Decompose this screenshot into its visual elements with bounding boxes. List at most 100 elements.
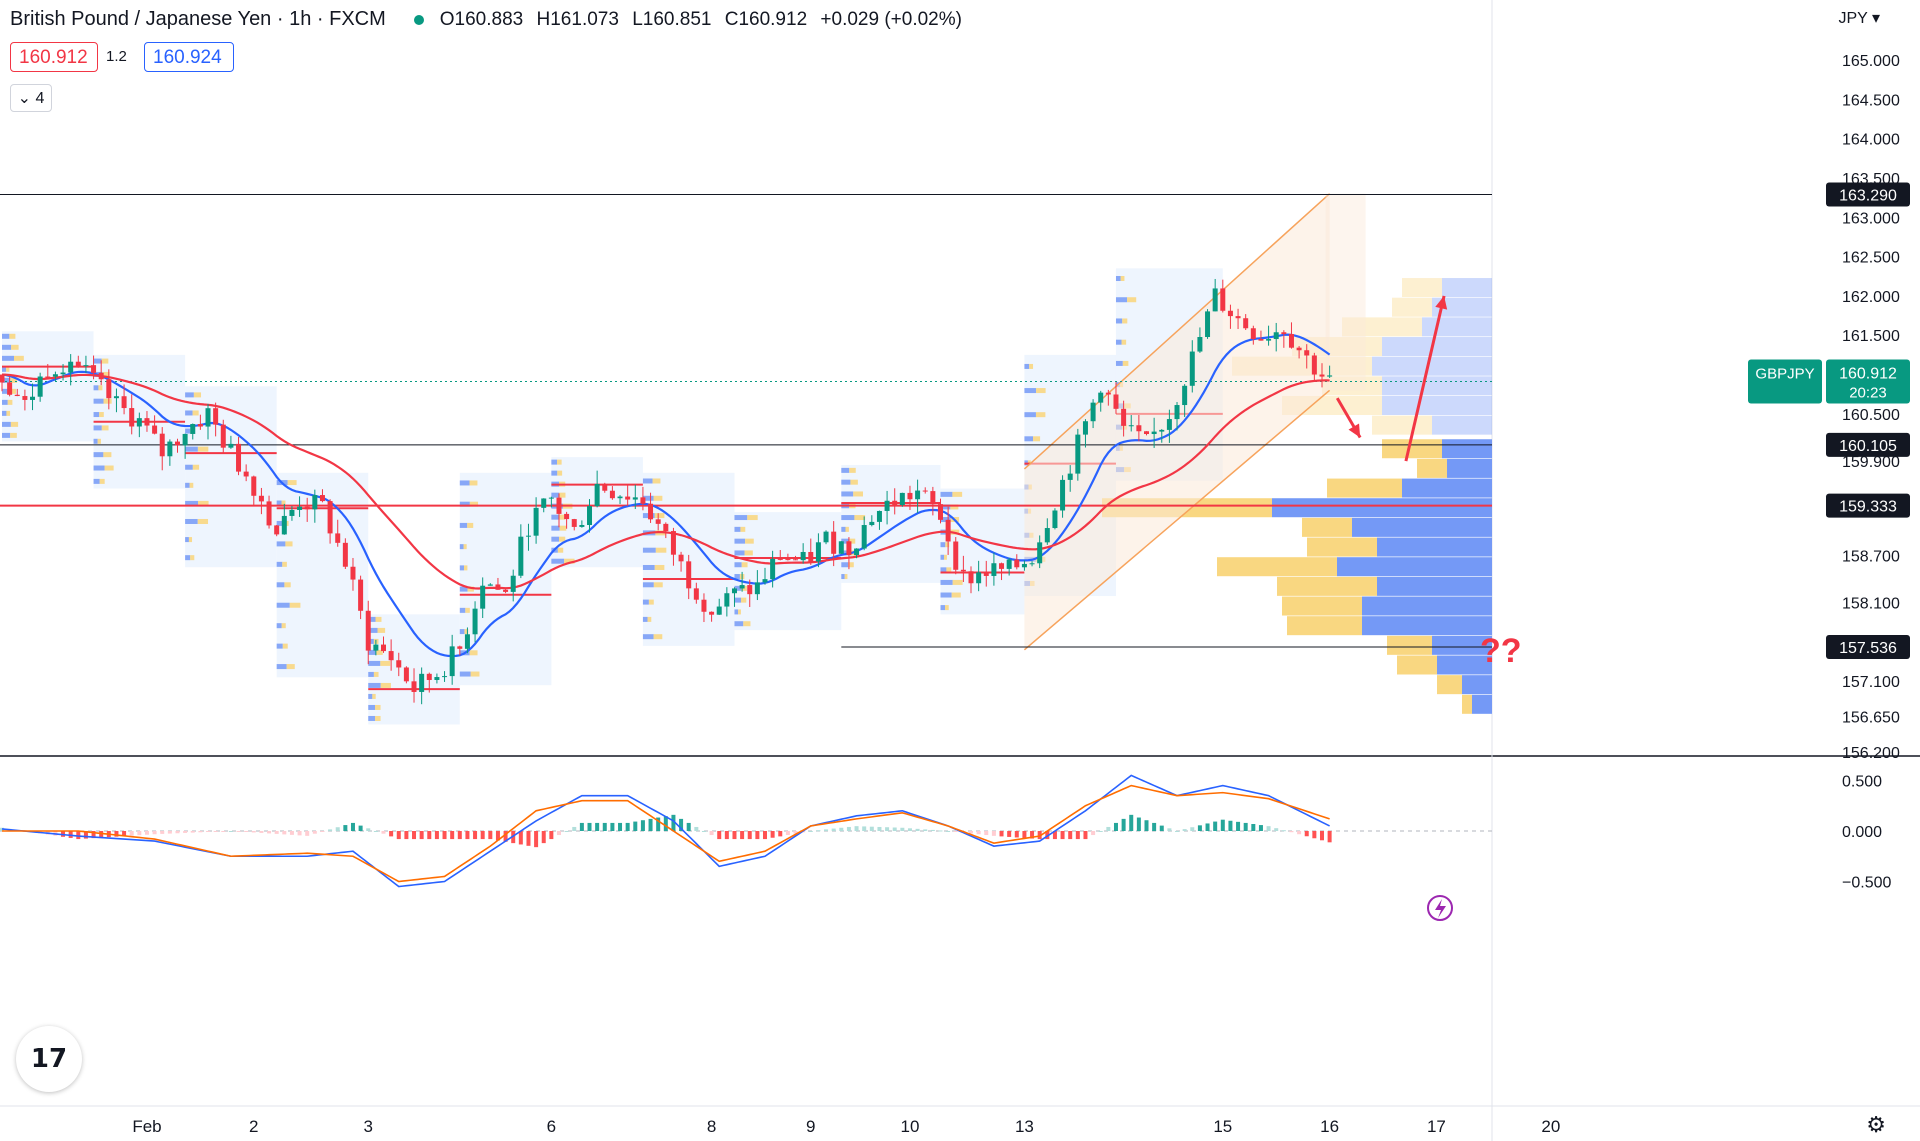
- macd-histogram-bar: [144, 831, 149, 835]
- candle-body: [152, 425, 158, 434]
- macd-histogram-bar: [1007, 831, 1012, 837]
- session-profile-bar: [276, 500, 282, 506]
- currency-selector[interactable]: JPY ▾: [1838, 8, 1880, 28]
- candle-body: [1060, 479, 1066, 511]
- volume-profile-bar-yellow: [1392, 297, 1432, 317]
- session-profile-bar: [98, 385, 103, 391]
- sell-button[interactable]: 160.912: [10, 42, 98, 72]
- question-marks-annotation[interactable]: ??: [1480, 632, 1522, 670]
- volume-profile-bar-blue: [1462, 675, 1492, 695]
- session-profile-bar: [1115, 339, 1122, 345]
- macd-histogram-bar: [206, 831, 211, 832]
- macd-histogram-bar: [778, 831, 783, 837]
- macd-histogram-bar: [1304, 831, 1309, 837]
- session-profile-bar: [285, 541, 293, 547]
- macd-histogram-bar: [869, 826, 874, 831]
- volume-profile-bar-blue: [1352, 517, 1492, 537]
- caret-down-icon: ▾: [1871, 10, 1880, 27]
- session-profile-bar: [551, 459, 558, 465]
- gear-icon[interactable]: ⚙: [1866, 1112, 1886, 1137]
- candle-body: [777, 558, 783, 560]
- session-profile-bar: [185, 464, 193, 470]
- candle-body: [1006, 559, 1012, 569]
- volume-profile-bar-yellow: [1372, 415, 1432, 435]
- candle-body: [327, 501, 333, 534]
- macd-histogram-bar: [1045, 831, 1050, 840]
- macd-histogram-bar: [572, 826, 577, 831]
- macd-histogram-bar: [907, 828, 912, 831]
- macd-histogram-bar: [999, 831, 1004, 837]
- session-profile-bar: [469, 501, 479, 507]
- candle-body: [1136, 425, 1142, 432]
- price-tick-label: 161.500: [1842, 328, 1900, 345]
- buy-button[interactable]: 160.924: [144, 42, 234, 72]
- candle-body: [45, 376, 51, 378]
- macd-histogram-bar: [389, 831, 394, 837]
- session-profile-bar: [642, 616, 648, 622]
- volume-profile-bar-blue: [1362, 596, 1492, 616]
- session-profile-bar: [459, 629, 465, 635]
- session-profile-bar: [282, 643, 288, 649]
- macd-histogram-bar: [335, 827, 340, 831]
- session-profile-bar: [734, 574, 740, 580]
- candle-body: [106, 379, 112, 399]
- tradingview-logo[interactable]: 17: [16, 1026, 82, 1092]
- session-profile-bar: [747, 515, 758, 521]
- macd-histogram-bar: [1113, 822, 1118, 831]
- macd-histogram-bar: [846, 826, 851, 831]
- session-profile-bar: [741, 562, 748, 568]
- lightning-icon: [1427, 895, 1453, 921]
- time-axis[interactable]: Feb 2 3 6 8 9 10 13 15 16 17 20: [132, 1117, 1560, 1136]
- level-price-label: 159.333: [1839, 499, 1897, 516]
- macd-histogram-bar: [122, 831, 127, 837]
- macd-histogram-bar: [404, 831, 409, 840]
- projection-arrows[interactable]: [1335, 295, 1453, 921]
- macd-histogram-bar: [564, 831, 569, 832]
- candle-body: [648, 503, 654, 520]
- session-profile-bar: [10, 377, 18, 383]
- session-profile-bar: [93, 412, 100, 418]
- candle-body: [1151, 431, 1157, 435]
- candle-body: [876, 510, 882, 522]
- session-profile-bar: [93, 385, 99, 391]
- candle-body: [541, 498, 547, 508]
- candle-body: [609, 490, 615, 499]
- macd-histogram-bar: [91, 831, 96, 839]
- candle-body: [197, 424, 203, 427]
- indicators-toggle[interactable]: ⌄ 4: [10, 84, 52, 112]
- indicators-count: 4: [35, 90, 45, 107]
- macd-histogram-bar: [1014, 831, 1019, 838]
- symbol-title[interactable]: British Pound / Japanese Yen · 1h · FXCM: [10, 8, 386, 30]
- candle-body: [91, 365, 97, 373]
- candle-body: [251, 476, 257, 496]
- session-profile-bar: [557, 547, 564, 553]
- macd-histogram-bar: [1281, 830, 1286, 832]
- candle-body: [930, 491, 936, 505]
- session-profile-bar: [104, 465, 114, 471]
- macd-histogram-bar: [579, 822, 584, 831]
- session-profile-bar: [2, 333, 10, 339]
- candle-body: [602, 483, 608, 491]
- macd-histogram-bar: [679, 818, 684, 831]
- candle-body: [403, 667, 409, 682]
- projection-arrow-head: [1435, 295, 1448, 310]
- macd-histogram-bar: [1297, 831, 1302, 835]
- candle-body: [174, 441, 180, 446]
- candle-body: [754, 582, 760, 595]
- ohlc-values: O160.883 H161.073 L160.851 C160.912 +0.0…: [440, 9, 970, 31]
- macd-histogram-bar: [740, 831, 745, 840]
- volume-profile-bar-blue: [1377, 576, 1492, 596]
- volume-profile-bar-yellow: [1382, 439, 1442, 459]
- price-tick-label: 158.100: [1842, 596, 1900, 613]
- session-profile-bar: [841, 526, 846, 532]
- session-profile-bar: [2, 421, 11, 427]
- session-profile-bar: [192, 464, 200, 470]
- session-profile-bar: [9, 388, 16, 394]
- candle-body: [1266, 339, 1272, 341]
- price-axis[interactable]: 165.000164.500164.000163.500163.000162.5…: [1748, 53, 1910, 892]
- candle-body: [1197, 337, 1203, 352]
- session-profile-bar: [193, 392, 202, 398]
- macd-histogram-bar: [991, 831, 996, 836]
- session-profile-bar: [459, 480, 470, 486]
